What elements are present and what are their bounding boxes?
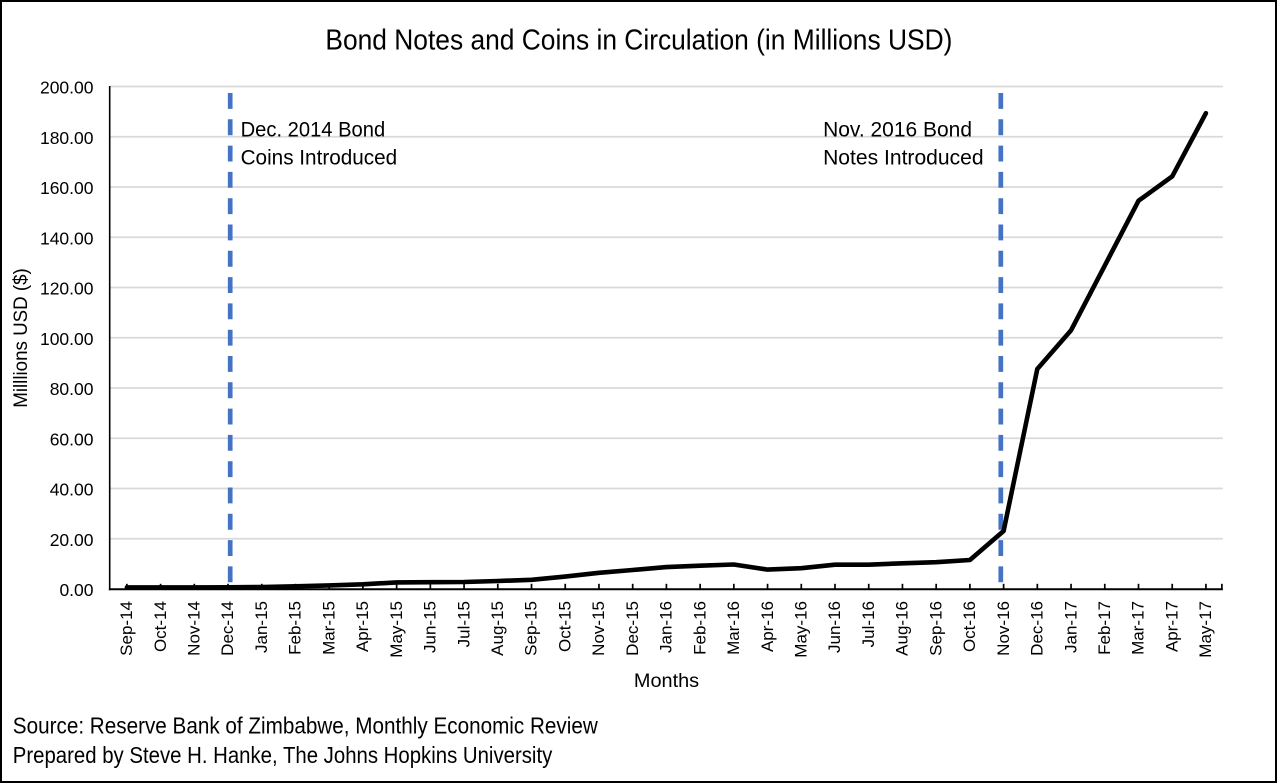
svg-text:180.00: 180.00 <box>40 128 94 148</box>
svg-text:Feb-16: Feb-16 <box>690 601 709 655</box>
svg-text:Feb-17: Feb-17 <box>1095 601 1114 655</box>
svg-text:Nov. 2016 Bond: Nov. 2016 Bond <box>823 118 972 142</box>
svg-text:Sep-15: Sep-15 <box>522 601 541 656</box>
svg-text:160.00: 160.00 <box>40 178 94 198</box>
svg-text:Jan-15: Jan-15 <box>252 601 271 653</box>
svg-text:May-15: May-15 <box>387 601 406 658</box>
svg-text:20.00: 20.00 <box>50 530 94 550</box>
svg-text:Coins Introduced: Coins Introduced <box>241 146 398 170</box>
svg-text:Jan-17: Jan-17 <box>1061 601 1080 653</box>
svg-text:120.00: 120.00 <box>40 279 94 299</box>
svg-text:Oct-14: Oct-14 <box>151 601 170 652</box>
svg-text:Oct-16: Oct-16 <box>960 601 979 652</box>
svg-text:Jul-16: Jul-16 <box>859 601 878 647</box>
svg-text:140.00: 140.00 <box>40 228 94 248</box>
svg-text:200.00: 200.00 <box>40 78 94 98</box>
svg-text:Bond Notes and Coins in Circul: Bond Notes and Coins in Circulation (in … <box>325 24 952 56</box>
svg-text:40.00: 40.00 <box>50 480 94 500</box>
svg-text:Months: Months <box>634 670 699 692</box>
svg-text:Mar-17: Mar-17 <box>1129 601 1148 655</box>
svg-text:Dec-14: Dec-14 <box>218 601 237 656</box>
svg-text:Nov-15: Nov-15 <box>589 601 608 656</box>
svg-text:Jun-15: Jun-15 <box>421 601 440 653</box>
svg-text:100.00: 100.00 <box>40 329 94 349</box>
svg-text:May-17: May-17 <box>1196 601 1215 658</box>
svg-text:Jul-15: Jul-15 <box>454 601 473 647</box>
svg-text:May-16: May-16 <box>791 601 810 658</box>
svg-text:Apr-16: Apr-16 <box>758 601 777 652</box>
svg-text:Prepared by Steve H. Hanke, Th: Prepared by Steve H. Hanke, The Johns Ho… <box>13 742 553 768</box>
svg-text:Milllions USD ($): Milllions USD ($) <box>11 268 32 408</box>
svg-text:Source: Reserve Bank of Zimbab: Source: Reserve Bank of Zimbabwe, Monthl… <box>13 712 598 738</box>
svg-text:Aug-15: Aug-15 <box>488 601 507 656</box>
svg-text:Mar-16: Mar-16 <box>724 601 743 655</box>
svg-text:Oct-15: Oct-15 <box>555 601 574 652</box>
svg-text:Nov-14: Nov-14 <box>185 601 204 656</box>
svg-text:0.00: 0.00 <box>59 580 93 600</box>
svg-text:Feb-15: Feb-15 <box>286 601 305 655</box>
svg-text:Aug-16: Aug-16 <box>893 601 912 656</box>
svg-text:Notes Introduced: Notes Introduced <box>823 146 984 170</box>
svg-text:Sep-16: Sep-16 <box>926 601 945 656</box>
svg-text:Apr-17: Apr-17 <box>1162 601 1181 652</box>
svg-text:Mar-15: Mar-15 <box>319 601 338 655</box>
svg-text:Apr-15: Apr-15 <box>353 601 372 652</box>
svg-text:Dec-16: Dec-16 <box>1028 601 1047 656</box>
svg-text:Dec. 2014 Bond: Dec. 2014 Bond <box>241 118 386 142</box>
svg-text:Sep-14: Sep-14 <box>117 601 136 656</box>
svg-text:Jun-16: Jun-16 <box>825 601 844 653</box>
svg-text:Nov-16: Nov-16 <box>994 601 1013 656</box>
svg-text:Dec-15: Dec-15 <box>623 601 642 656</box>
svg-text:80.00: 80.00 <box>50 379 94 399</box>
svg-text:60.00: 60.00 <box>50 429 94 449</box>
svg-text:Jan-16: Jan-16 <box>657 601 676 653</box>
